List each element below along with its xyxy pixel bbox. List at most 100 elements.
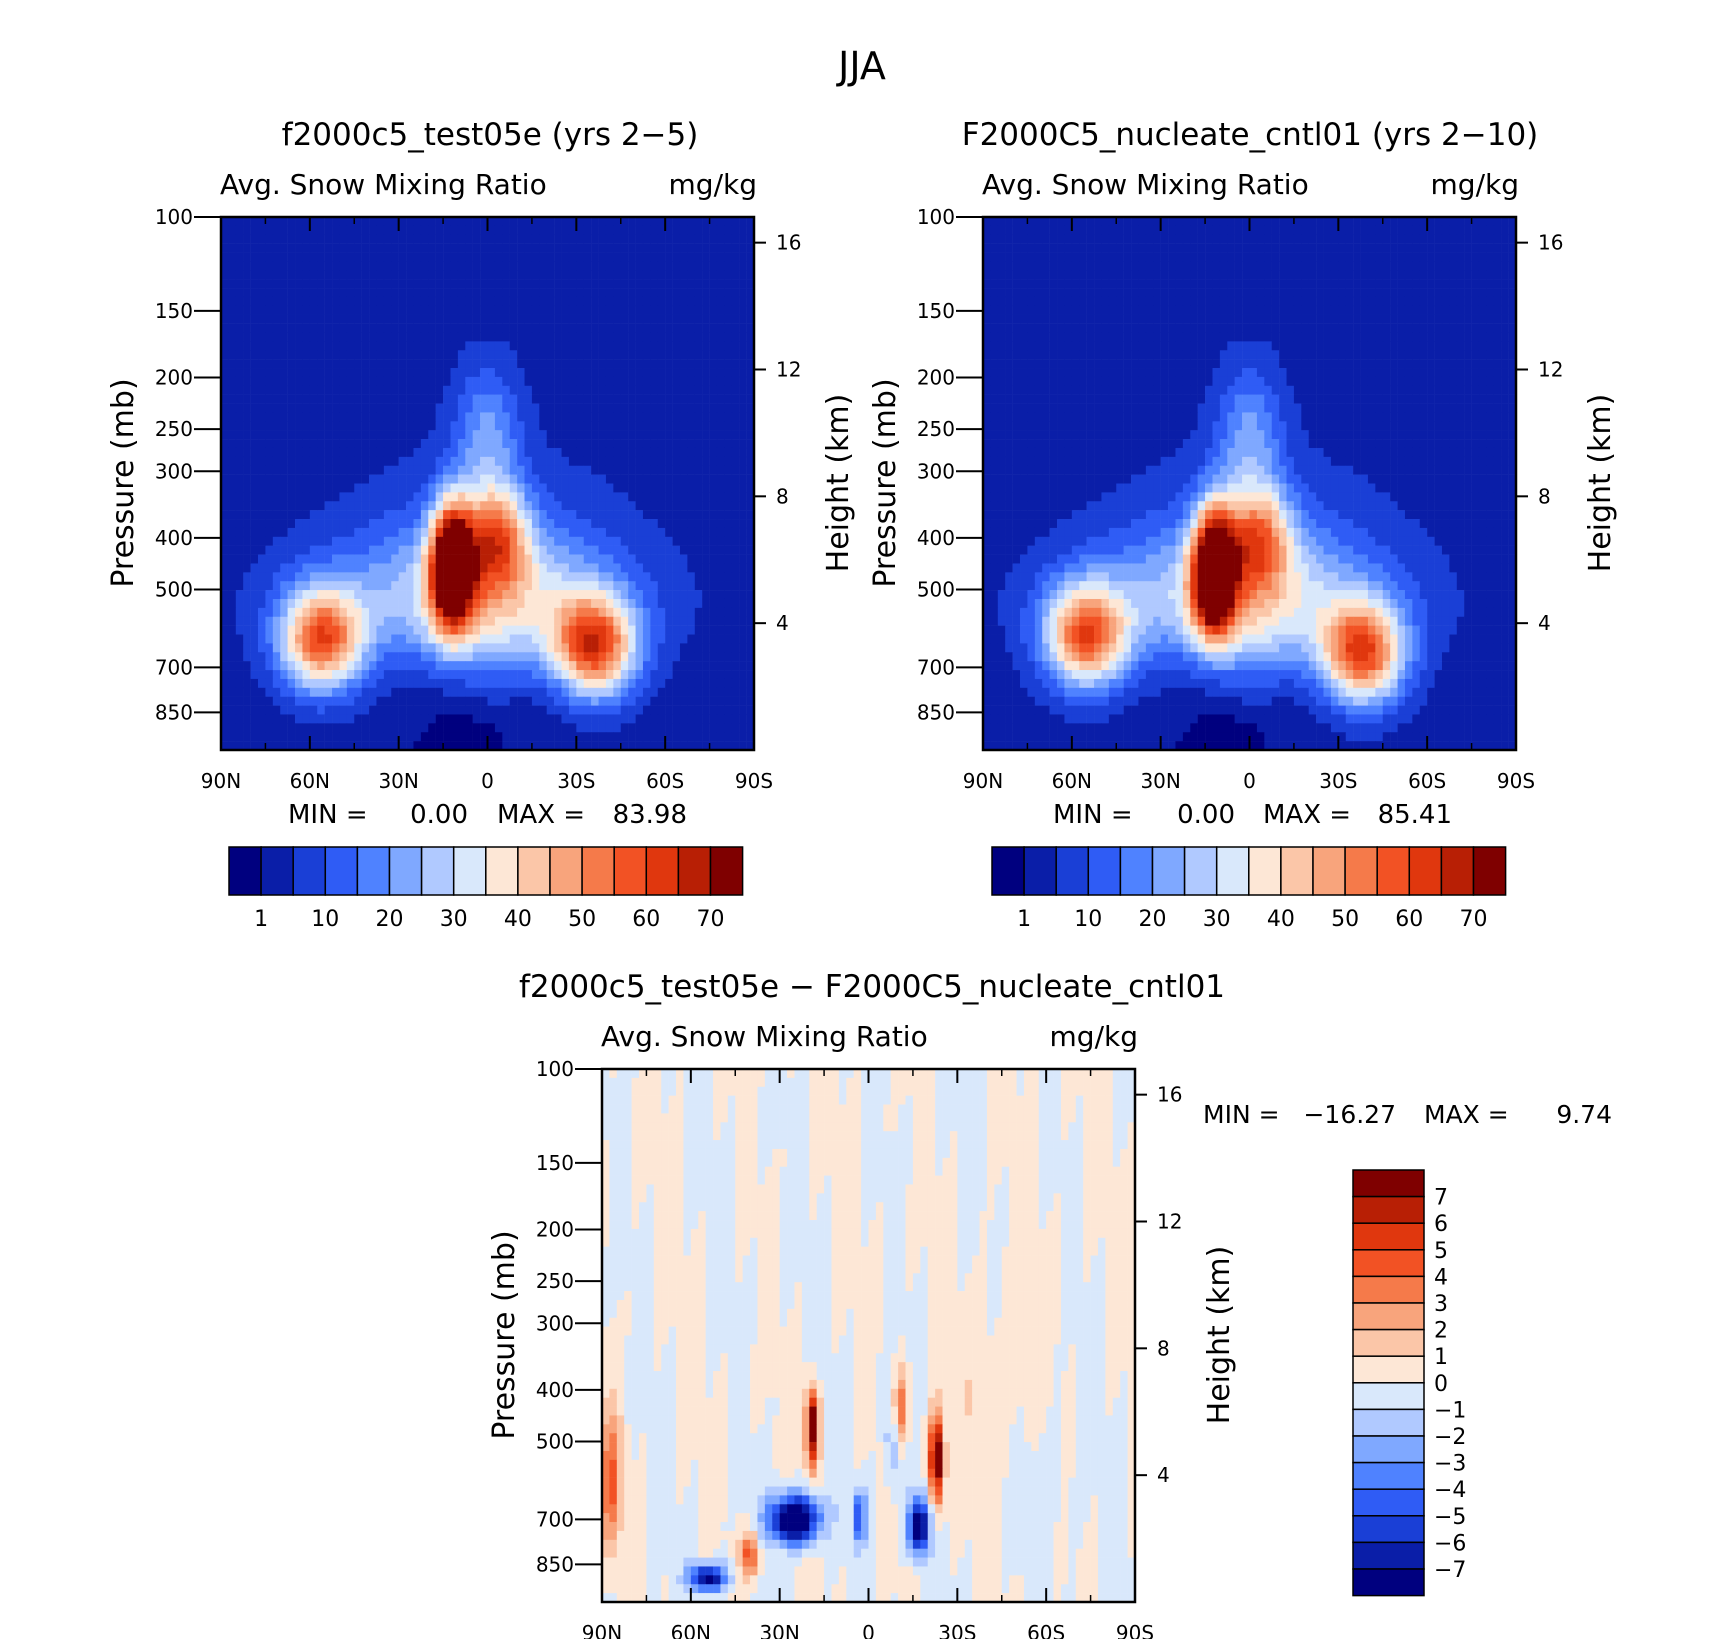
heatmap-cell <box>569 359 577 368</box>
heatmap-cell <box>687 661 695 670</box>
heatmap-cell <box>450 510 458 519</box>
heatmap-cell <box>539 226 547 235</box>
heatmap-cell <box>384 679 392 688</box>
heatmap-cell <box>288 608 296 617</box>
heatmap-cell <box>1116 270 1124 279</box>
heatmap-cell <box>302 661 310 670</box>
heatmap-cell <box>332 217 340 226</box>
heatmap-cell <box>376 244 384 253</box>
heatmap-cell <box>732 679 740 688</box>
heatmap-cell <box>680 608 688 617</box>
heatmap-cell <box>643 546 651 555</box>
heatmap-cell <box>1035 244 1043 253</box>
heatmap-cell <box>495 457 503 466</box>
heatmap-cell <box>636 457 644 466</box>
heatmap-cell <box>1087 235 1095 244</box>
heatmap-cell <box>621 235 629 244</box>
heatmap-cell <box>502 395 510 404</box>
heatmap-cell <box>539 643 547 652</box>
heatmap-cell <box>739 412 747 421</box>
heatmap-cell <box>554 368 562 377</box>
heatmap-cell <box>421 430 429 439</box>
heatmap-cell <box>687 404 695 413</box>
heatmap-cell <box>547 714 555 723</box>
heatmap-cell <box>280 244 288 253</box>
heatmap-cell <box>473 652 481 661</box>
heatmap-cell <box>680 484 688 493</box>
heatmap-cell <box>488 279 496 288</box>
heatmap-cell <box>665 439 673 448</box>
heatmap-cell <box>591 714 599 723</box>
heatmap-cell <box>376 626 384 635</box>
heatmap-cell <box>599 306 607 315</box>
heatmap-cell <box>562 732 570 741</box>
heatmap-cell <box>1353 253 1361 262</box>
heatmap-cell <box>547 546 555 555</box>
heatmap-cell <box>1457 279 1465 288</box>
heatmap-cell <box>584 350 592 359</box>
heatmap-cell <box>369 714 377 723</box>
heatmap-cell <box>288 368 296 377</box>
heatmap-cell <box>739 706 747 715</box>
heatmap-cell <box>606 306 614 315</box>
heatmap-cell <box>369 235 377 244</box>
heatmap-cell <box>532 430 540 439</box>
heatmap-cell <box>421 404 429 413</box>
heatmap-cell <box>302 279 310 288</box>
heatmap-cell <box>317 697 325 706</box>
heatmap-cell <box>502 306 510 315</box>
heatmap-cell <box>532 404 540 413</box>
heatmap-cell <box>302 626 310 635</box>
heatmap-cell <box>488 723 496 732</box>
heatmap-cell <box>717 590 725 599</box>
heatmap-cell <box>376 226 384 235</box>
heatmap-cell <box>547 581 555 590</box>
heatmap-cell <box>1035 253 1043 262</box>
heatmap-cell <box>376 279 384 288</box>
heatmap-cell <box>443 421 451 430</box>
heatmap-cell <box>384 261 392 270</box>
heatmap-cell <box>695 377 703 386</box>
heatmap-cell <box>443 563 451 572</box>
heatmap-cell <box>658 421 666 430</box>
heatmap-cell <box>376 359 384 368</box>
heatmap-cell <box>488 510 496 519</box>
heatmap-cell <box>450 306 458 315</box>
heatmap-cell <box>673 617 681 626</box>
heatmap-cell <box>665 697 673 706</box>
heatmap-cell <box>562 546 570 555</box>
heatmap-cell <box>658 430 666 439</box>
heatmap-cell <box>569 297 577 306</box>
heatmap-cell <box>710 732 718 741</box>
heatmap-cell <box>473 430 481 439</box>
heatmap-cell <box>228 261 236 270</box>
heatmap-cell <box>1042 253 1050 262</box>
height-tick-label: 16 <box>776 231 801 255</box>
heatmap-cell <box>591 599 599 608</box>
heatmap-cell <box>702 714 710 723</box>
heatmap-cell <box>1050 261 1058 270</box>
heatmap-cell <box>554 297 562 306</box>
heatmap-cell <box>732 484 740 493</box>
heatmap-cell <box>251 697 259 706</box>
heatmap-cell <box>525 732 533 741</box>
heatmap-cell <box>673 608 681 617</box>
heatmap-cell <box>428 688 436 697</box>
heatmap-cell <box>554 643 562 652</box>
heatmap-cell <box>613 484 621 493</box>
heatmap-cell <box>1109 261 1117 270</box>
heatmap-cell <box>384 590 392 599</box>
heatmap-cell <box>739 306 747 315</box>
heatmap-cell <box>673 652 681 661</box>
heatmap-cell <box>354 324 362 333</box>
heatmap-cell <box>1161 253 1169 262</box>
heatmap-cell <box>236 661 244 670</box>
heatmap-cell <box>673 226 681 235</box>
heatmap-cell <box>650 421 658 430</box>
heatmap-cell <box>1131 235 1139 244</box>
heatmap-cell <box>495 359 503 368</box>
heatmap-cell <box>480 537 488 546</box>
heatmap-cell <box>295 475 303 484</box>
heatmap-cell <box>347 324 355 333</box>
heatmap-cell <box>1457 244 1465 253</box>
